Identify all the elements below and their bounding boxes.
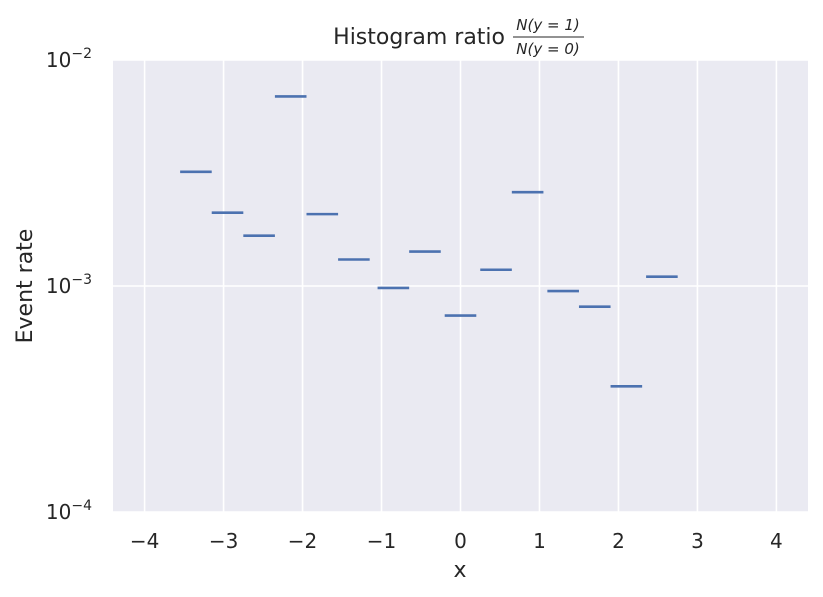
x-tick-label: 1 bbox=[533, 529, 546, 553]
title-fraction-numerator: N(y = 1) bbox=[516, 16, 579, 34]
x-tick-labels: −4 −3 −2 −1 0 1 2 3 4 bbox=[130, 529, 783, 553]
y-axis-label: Event rate bbox=[13, 229, 38, 344]
x-tick-label: 4 bbox=[770, 529, 783, 553]
x-tick-label: −4 bbox=[130, 529, 159, 553]
y-tick-label: 10−4 bbox=[46, 498, 92, 524]
x-tick-label: 0 bbox=[454, 529, 467, 553]
y-tick-label: 10−2 bbox=[46, 46, 92, 72]
chart-title: Histogram ratio bbox=[333, 25, 505, 50]
y-tick-label: 10−3 bbox=[46, 272, 92, 298]
data-marks bbox=[180, 95, 678, 388]
x-tick-label: 2 bbox=[612, 529, 625, 553]
title-fraction: N(y = 1) N(y = 0) bbox=[513, 16, 584, 58]
x-tick-label: −3 bbox=[209, 529, 238, 553]
y-tick-labels: 10−4 10−3 10−2 bbox=[46, 46, 92, 524]
grid-lines bbox=[113, 59, 808, 513]
x-axis-label: x bbox=[453, 558, 466, 583]
title-fraction-denominator: N(y = 0) bbox=[516, 40, 579, 58]
x-tick-label: −2 bbox=[288, 529, 317, 553]
x-tick-label: −1 bbox=[367, 529, 396, 553]
x-tick-label: 3 bbox=[691, 529, 704, 553]
